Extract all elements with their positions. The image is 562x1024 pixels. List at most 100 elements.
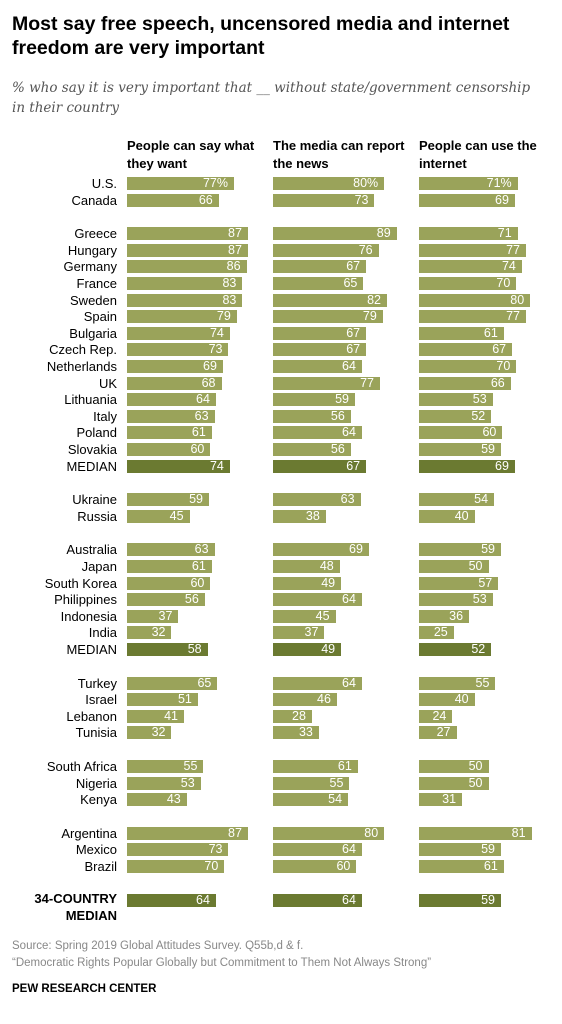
bar-sweden-1 xyxy=(273,293,387,307)
bar-hungary-2 xyxy=(419,243,527,257)
country-label-czech-rep: Czech Rep. xyxy=(49,342,117,358)
bar-value-label: 61 xyxy=(191,425,206,440)
bar-germany-1 xyxy=(273,260,367,274)
country-label-greece: Greece xyxy=(74,226,117,242)
bar-value-label: 53 xyxy=(472,592,487,607)
bar-argentina-0 xyxy=(127,826,248,840)
bar-value-label: 61 xyxy=(483,859,498,873)
bar-japan-2 xyxy=(419,560,489,573)
bar-poland-0 xyxy=(127,426,212,440)
bar-spain-1 xyxy=(273,310,383,324)
bar-value-label: 74 xyxy=(501,259,516,274)
bar-value-label: 53 xyxy=(180,775,195,790)
bar-indonesia-1 xyxy=(273,609,336,623)
bar-australia-1 xyxy=(273,543,369,557)
bar-value-label: 36 xyxy=(449,608,464,623)
bar-value-label: 59 xyxy=(189,492,203,507)
bar-nigeria-1 xyxy=(273,776,350,790)
country-label-italy: Italy xyxy=(93,408,117,424)
bar-value-label: 33 xyxy=(298,725,313,740)
bar-japan-0 xyxy=(127,560,212,573)
bar-value-label: 89 xyxy=(376,226,391,241)
bar-value-label: 49 xyxy=(321,575,336,590)
bar-slovakia-2 xyxy=(419,443,501,456)
bar-value-label: 81 xyxy=(511,825,526,840)
bar-uk-2 xyxy=(419,376,511,390)
bar-value-label: 64 xyxy=(342,425,356,440)
country-label-34-country-median: 34-COUNTRY MEDIAN xyxy=(34,890,117,923)
bar-brazil-2 xyxy=(419,860,504,873)
country-label-netherlands: Netherlands xyxy=(46,359,117,374)
bar-value-label: 87 xyxy=(228,242,242,257)
bar-hungary-0 xyxy=(127,243,248,257)
bar-value-label: 79 xyxy=(362,309,377,324)
bar-sweden-0 xyxy=(127,293,243,307)
bar-netherlands-1 xyxy=(273,360,362,373)
country-label-tunisia: Tunisia xyxy=(75,725,117,741)
bar-greece-1 xyxy=(273,227,397,241)
bar-italy-0 xyxy=(127,409,215,423)
bar-tunisia-2 xyxy=(419,726,457,740)
bar-value-label: 73 xyxy=(354,192,369,207)
bar-value-label: 69 xyxy=(495,192,509,207)
bar-value-label: 49 xyxy=(321,642,336,656)
chart-subtitle: % who say it is very important that __ w… xyxy=(12,80,531,116)
bar-greece-2 xyxy=(419,227,518,241)
bar-value-label: 64 xyxy=(196,892,210,907)
bar-poland-2 xyxy=(419,426,503,440)
bar-lebanon-1 xyxy=(273,709,312,723)
bar-lebanon-0 xyxy=(127,709,184,723)
bar-u-s-0 xyxy=(127,177,235,190)
bar-value-label: 51 xyxy=(177,692,192,707)
bar-tunisia-1 xyxy=(273,726,319,740)
bar-indonesia-0 xyxy=(127,609,179,623)
bar-czech-rep-1 xyxy=(273,343,367,357)
bar-brazil-1 xyxy=(273,860,357,873)
bar-value-label: 56 xyxy=(330,442,345,456)
bar-slovakia-0 xyxy=(127,443,211,456)
bar-turkey-0 xyxy=(127,676,218,690)
bar-value-label: 69 xyxy=(349,542,363,557)
bar-russia-1 xyxy=(273,509,326,523)
bar-value-label: 69 xyxy=(203,359,217,373)
bar-value-label: 83 xyxy=(222,292,237,307)
bar-tunisia-0 xyxy=(127,726,172,740)
bar-value-label: 55 xyxy=(329,775,344,790)
bar-south-korea-0 xyxy=(127,576,211,590)
bar-value-label: 50 xyxy=(468,759,483,773)
bar-russia-2 xyxy=(419,509,475,523)
bar-value-label: 65 xyxy=(197,675,212,690)
bar-value-label: 80% xyxy=(353,176,379,190)
bar-value-label: 63 xyxy=(194,542,209,557)
bar-ukraine-1 xyxy=(273,493,361,507)
bar-value-label: 50 xyxy=(468,559,483,573)
bar-value-label: 41 xyxy=(164,708,178,723)
bar-nigeria-0 xyxy=(127,776,201,790)
bar-value-label: 77% xyxy=(202,176,229,190)
bar-value-label: 46 xyxy=(317,692,331,707)
bar-value-label: 64 xyxy=(342,359,356,373)
bar-median-1 xyxy=(273,643,342,656)
bar-philippines-0 xyxy=(127,593,205,607)
bar-lithuania-2 xyxy=(419,393,493,407)
bar-value-label: 52 xyxy=(471,642,486,656)
bar-median-2 xyxy=(419,643,492,656)
bar-value-label: 87 xyxy=(228,825,242,840)
bar-value-label: 65 xyxy=(343,276,358,290)
bar-value-label: 76 xyxy=(358,242,373,257)
bar-lebanon-2 xyxy=(419,709,453,723)
bar-value-label: 38 xyxy=(305,508,320,523)
bar-value-label: 61 xyxy=(191,559,206,573)
bar-mexico-0 xyxy=(127,843,229,857)
bar-value-label: 63 xyxy=(194,408,209,423)
bar-lithuania-1 xyxy=(273,393,355,407)
bar-value-label: 79 xyxy=(216,309,231,324)
country-label-poland: Poland xyxy=(76,425,117,441)
country-label-russia: Russia xyxy=(77,508,117,524)
bar-greece-0 xyxy=(127,227,248,241)
country-label-australia: Australia xyxy=(66,542,117,558)
bar-median-0 xyxy=(127,643,208,656)
country-label-israel: Israel xyxy=(85,692,117,708)
source-note: Source: Spring 2019 Global Attitudes Sur… xyxy=(12,940,304,952)
bar-value-label: 67 xyxy=(346,458,361,473)
